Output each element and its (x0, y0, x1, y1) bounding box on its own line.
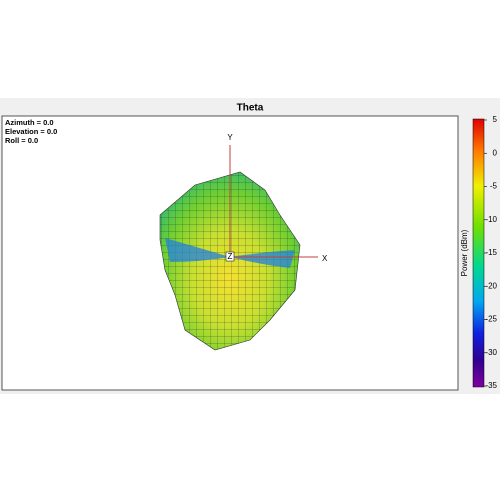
axis-label: Y (227, 133, 233, 142)
colorbar-label: Power (dBm) (460, 229, 469, 276)
axis-label: Z (228, 252, 233, 261)
colorbar-tick-label: -35 (485, 381, 497, 390)
view-info: Azimuth = 0.0 (5, 118, 54, 127)
axis-label: X (322, 254, 328, 263)
colorbar-ticks: 5 0 -5 -10 -15 -20 -25 -30 -35 (484, 115, 498, 390)
z-marker (225, 251, 235, 262)
colorbar-tick-label: -15 (485, 248, 497, 257)
view-info: Roll = 0.0 (5, 136, 38, 145)
colorbar-tick-label: -5 (490, 182, 498, 191)
window-title: Theta (237, 103, 264, 114)
colorbar-tick-label: 0 (493, 148, 498, 157)
colorbar-tick-label: -25 (485, 315, 497, 324)
colorbar-tick-label: -20 (485, 281, 497, 290)
view-info: Elevation = 0.0 (5, 127, 57, 136)
colorbar-tick-label: -30 (485, 348, 497, 357)
colorbar-tick-label: -10 (485, 215, 497, 224)
colorbar (472, 118, 485, 388)
colorbar-tick-label: 5 (493, 115, 498, 124)
